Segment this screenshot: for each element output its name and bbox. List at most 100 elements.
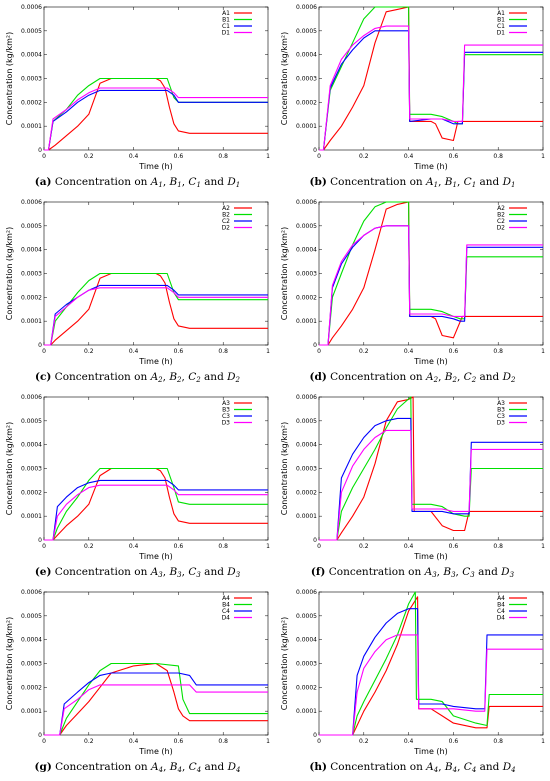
chart-svg: 0 0.0001 0.0002 0.0003 0.0004 0.0005 0.0006 0 0.… <box>5 589 270 756</box>
legend-label: D2 <box>497 225 506 232</box>
x-tick-label: 1 <box>541 153 545 160</box>
y-tick-label: 0.0001 <box>21 708 42 715</box>
y-tick-label: 0.0002 <box>21 489 42 496</box>
caption-symbol: A4 <box>426 761 439 774</box>
legend-label: A2 <box>497 205 505 212</box>
series-line-B3 <box>319 396 543 541</box>
legend-label: C3 <box>222 413 230 420</box>
x-axis-label: Time (h) <box>138 162 172 171</box>
chart-svg: 0 0.0001 0.0002 0.0003 0.0004 0.0005 0.0006 0 0.… <box>280 394 545 561</box>
panel-caption: (f) Concentration on A3, B3, C3 and D3 <box>310 566 515 579</box>
x-tick-label: 1 <box>266 738 270 745</box>
x-tick-label: 1 <box>541 348 545 355</box>
x-tick-label: 0.8 <box>493 153 503 160</box>
legend-label: A4 <box>497 595 505 602</box>
x-axis-label: Time (h) <box>413 357 447 366</box>
y-tick-label: 0.0004 <box>21 442 42 449</box>
chart-svg: 0 0.0001 0.0002 0.0003 0.0004 0.0005 0.0006 0 0.… <box>5 4 270 171</box>
x-tick-label: 0.6 <box>449 153 459 160</box>
legend-label: B1 <box>497 17 505 24</box>
y-tick-label: 0.0005 <box>296 418 317 425</box>
caption-symbol: A1 <box>150 176 163 189</box>
series-line-A2 <box>44 272 268 346</box>
chart-panel-f: 0 0.0001 0.0002 0.0003 0.0004 0.0005 0.0006 0 0.… <box>275 390 550 585</box>
chart-panel-e: 0 0.0001 0.0002 0.0003 0.0004 0.0005 0.0006 0 0.… <box>0 390 275 585</box>
series-line-D3 <box>44 484 268 541</box>
panel-tag: (f) <box>310 566 326 578</box>
series-line-A1 <box>44 77 268 151</box>
series-line-B2 <box>44 272 268 346</box>
y-tick-label: 0.0004 <box>296 52 317 59</box>
caption-symbol: B4 <box>444 761 458 774</box>
series-line-A2 <box>319 201 543 346</box>
panel-caption: (g) Concentration on A4, B4, C4 and D4 <box>34 761 241 774</box>
x-tick-label: 1 <box>541 543 545 550</box>
caption-symbol: C4 <box>188 761 202 774</box>
panel-tag: (a) <box>34 176 52 188</box>
y-tick-label: 0.0001 <box>296 708 317 715</box>
x-tick-label: 0.4 <box>129 153 139 160</box>
y-tick-label: 0.0006 <box>296 589 317 596</box>
panel-caption: (e) Concentration on A3, B3, C3 and D3 <box>34 566 241 579</box>
y-tick-label: 0 <box>313 342 317 349</box>
panel-tag: (h) <box>309 761 327 773</box>
caption-symbol: D2 <box>502 371 516 384</box>
x-tick-label: 1 <box>266 543 270 550</box>
y-tick-label: 0 <box>38 147 42 154</box>
plot-frame <box>318 591 544 736</box>
caption-symbol: A4 <box>151 761 164 774</box>
legend-label: C1 <box>222 23 230 30</box>
panel-caption: (h) Concentration on A4, B4, C4 and D4 <box>309 761 516 774</box>
x-tick-label: 0.2 <box>84 348 94 355</box>
series-line-B1 <box>44 77 268 151</box>
x-axis-label: Time (h) <box>138 747 172 756</box>
series-line-B4 <box>44 662 268 736</box>
x-tick-label: 0.8 <box>218 543 228 550</box>
legend-label: B4 <box>497 602 505 609</box>
legend-label: A1 <box>222 10 230 17</box>
legend-label: B3 <box>497 407 505 414</box>
caption-symbol: B2 <box>444 371 457 384</box>
caption-symbol: A2 <box>150 371 163 384</box>
legend-label: D3 <box>497 420 506 427</box>
caption-symbol: B3 <box>169 566 182 579</box>
legend-label: D4 <box>497 615 506 622</box>
x-tick-label: 0.6 <box>449 738 459 745</box>
legend-label: A2 <box>222 205 230 212</box>
x-tick-label: 0.8 <box>493 543 503 550</box>
x-tick-label: 0.6 <box>449 543 459 550</box>
series-line-D1 <box>44 87 268 151</box>
x-tick-label: 0 <box>317 738 321 745</box>
caption-symbol: D4 <box>227 761 241 774</box>
chart-svg: 0 0.0001 0.0002 0.0003 0.0004 0.0005 0.0006 0 0.… <box>5 199 270 366</box>
caption-symbol: C4 <box>463 761 477 774</box>
x-axis-label: Time (h) <box>413 747 447 756</box>
series-line-C1 <box>319 30 543 151</box>
x-tick-label: 0 <box>317 153 321 160</box>
legend-label: B2 <box>222 212 230 219</box>
y-tick-label: 0.0005 <box>21 28 42 35</box>
legend-label: C2 <box>222 218 230 225</box>
legend-label: C2 <box>497 218 505 225</box>
y-axis-label: Concentration (kg/km²) <box>280 617 289 710</box>
y-tick-label: 0.0003 <box>21 76 42 83</box>
chart-panel-b: 0 0.0001 0.0002 0.0003 0.0004 0.0005 0.0006 0 0.… <box>275 0 550 195</box>
x-tick-label: 0.2 <box>84 153 94 160</box>
chart-panel-d: 0 0.0001 0.0002 0.0003 0.0004 0.0005 0.0006 0 0.… <box>275 195 550 390</box>
x-tick-label: 0.2 <box>84 543 94 550</box>
caption-symbol: A2 <box>426 371 439 384</box>
y-axis-label: Concentration (kg/km²) <box>280 32 289 125</box>
panel-tag: (g) <box>34 761 52 773</box>
caption-symbol: B3 <box>443 566 456 579</box>
series-line-C4 <box>319 608 543 736</box>
caption-symbol: B1 <box>169 176 182 189</box>
series-line-A4 <box>44 662 268 736</box>
chart-svg: 0 0.0001 0.0002 0.0003 0.0004 0.0005 0.0006 0 0.… <box>280 589 545 756</box>
x-tick-label: 0.2 <box>359 543 369 550</box>
x-tick-label: 0.2 <box>84 738 94 745</box>
chart-svg: 0 0.0001 0.0002 0.0003 0.0004 0.0005 0.0006 0 0.… <box>5 394 270 561</box>
chart-panel-g: 0 0.0001 0.0002 0.0003 0.0004 0.0005 0.0006 0 0.… <box>0 585 275 780</box>
x-tick-label: 0 <box>42 348 46 355</box>
y-tick-label: 0 <box>38 342 42 349</box>
